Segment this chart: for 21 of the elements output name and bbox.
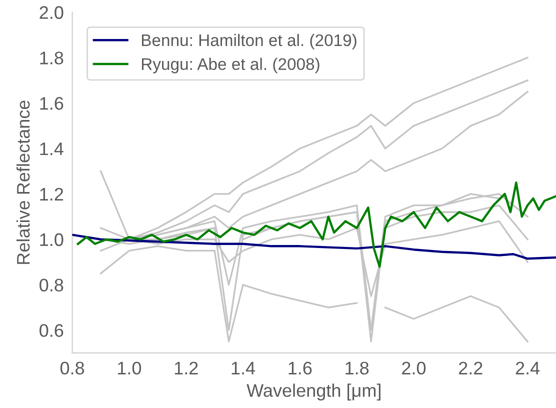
y-tick-label: 1.6 <box>40 97 64 110</box>
x-tick-label: 1.4 <box>232 362 256 374</box>
y-tick-label: 2.0 <box>40 6 64 19</box>
y-tick-label: 1.2 <box>40 188 64 200</box>
legend-label: Ryugu: Abe et al. (2008) <box>142 58 320 74</box>
y-tick-label: 0.6 <box>40 324 64 337</box>
y-tick-label: 0.8 <box>40 278 64 292</box>
x-tick-label: 1.0 <box>118 362 142 375</box>
y-tick-label: 1.4 <box>40 142 64 156</box>
y-axis-title: Relative Reflectance <box>16 100 30 264</box>
x-tick-label: 1.8 <box>346 362 369 375</box>
x-tick-label: 2.0 <box>402 362 426 375</box>
legend-label: Bennu: Hamilton et al. (2019) <box>142 34 356 50</box>
x-tick-label: 2.4 <box>516 362 540 374</box>
x-tick-label: 2.2 <box>458 362 482 374</box>
y-tick-label: 1.0 <box>40 233 64 246</box>
x-axis-title: Wavelength [μm] <box>246 384 380 400</box>
x-tick-label: 1.2 <box>174 362 198 374</box>
x-tick-label: 1.6 <box>288 362 312 375</box>
y-tick-label: 1.8 <box>40 52 64 64</box>
x-tick-label: 0.8 <box>60 362 84 375</box>
